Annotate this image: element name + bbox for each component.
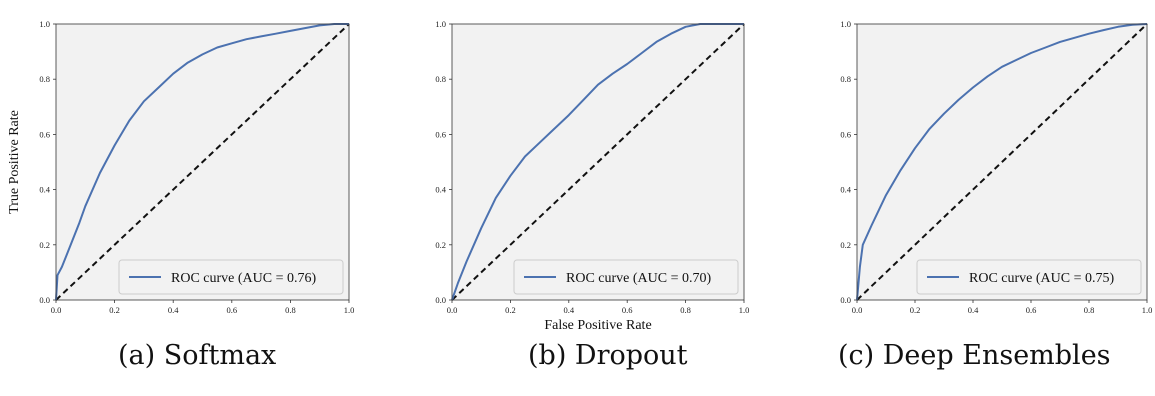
y-tick-label: 0.0 xyxy=(840,295,851,305)
y-axis-label: True Positive Rate xyxy=(7,110,22,214)
caption-dropout: (b) Dropout xyxy=(528,340,688,371)
legend-box xyxy=(916,259,1142,295)
y-tick-label: 0.2 xyxy=(435,240,446,250)
y-tick-label: 0.6 xyxy=(39,129,50,139)
y-tick-label: 0.4 xyxy=(39,185,50,195)
x-tick-label: 0.8 xyxy=(285,305,296,315)
x-tick-label: 0.0 xyxy=(447,305,458,315)
legend: ROC curve (AUC = 0.75) xyxy=(916,259,1142,295)
y-tick-label: 0.8 xyxy=(840,74,851,84)
y-tick-label: 0.8 xyxy=(39,74,50,84)
y-tick-label: 1.0 xyxy=(435,19,446,29)
x-tick-label: 1.0 xyxy=(344,305,355,315)
chance-diagonal-line xyxy=(55,23,350,301)
x-tick-label: 0.2 xyxy=(910,305,921,315)
x-tick-label: 0.4 xyxy=(563,305,574,315)
y-tick-label: 0.8 xyxy=(435,74,446,84)
caption-deep-ensembles: (c) Deep Ensembles xyxy=(838,340,1111,371)
x-tick-label: 1.0 xyxy=(739,305,750,315)
x-tick-label: 0.0 xyxy=(852,305,863,315)
y-tick-label: 0.4 xyxy=(435,185,446,195)
roc-curve-line xyxy=(856,23,1148,301)
y-tick-label: 0.4 xyxy=(840,185,851,195)
y-tick-label: 1.0 xyxy=(840,19,851,29)
plot-frame xyxy=(856,23,1148,301)
plot-frame xyxy=(451,23,745,301)
legend: ROC curve (AUC = 0.70) xyxy=(513,259,739,295)
x-axis-label: False Positive Rate xyxy=(544,318,651,333)
legend-box xyxy=(118,259,344,295)
roc-curve-line xyxy=(451,23,744,301)
plot-frame xyxy=(55,23,350,301)
roc-panel-1: 0.0 0.2 0.4 0.6 0.8 1.0 0.0 0.2 0.4 0.6 0.8 1.0 True… xyxy=(7,19,354,315)
y-tick-label: 0.0 xyxy=(39,295,50,305)
x-tick-label: 0.2 xyxy=(505,305,516,315)
x-tick-label: 0.8 xyxy=(1084,305,1095,315)
x-tick-label: 0.6 xyxy=(622,305,633,315)
x-tick-label: 0.2 xyxy=(109,305,120,315)
x-tick-label: 0.0 xyxy=(51,305,62,315)
legend: ROC curve (AUC = 0.76) xyxy=(118,259,344,295)
legend-label: ROC curve (AUC = 0.75) xyxy=(969,271,1114,286)
y-tick-label: 1.0 xyxy=(39,19,50,29)
legend-label: ROC curve (AUC = 0.70) xyxy=(566,271,711,286)
x-tick-label: 0.6 xyxy=(1026,305,1037,315)
y-tick-label: 0.2 xyxy=(39,240,50,250)
x-tick-label: 0.8 xyxy=(680,305,691,315)
legend-box xyxy=(513,259,739,295)
chance-diagonal-line xyxy=(451,23,745,301)
y-tick-label: 0.2 xyxy=(840,240,851,250)
chance-diagonal-line xyxy=(856,23,1148,301)
x-tick-label: 1.0 xyxy=(1142,305,1153,315)
y-tick-label: 0.6 xyxy=(435,129,446,139)
y-tick-label: 0.6 xyxy=(840,129,851,139)
caption-softmax: (a) Softmax xyxy=(118,340,277,371)
roc-panel-2: 0.0 0.2 0.4 0.6 0.8 1.0 0.0 0.2 0.4 0.6 0.8 1.0 Fals… xyxy=(435,19,749,333)
legend-label: ROC curve (AUC = 0.76) xyxy=(171,271,316,286)
roc-panel-3: 0.0 0.2 0.4 0.6 0.8 1.0 0.0 0.2 0.4 0.6 0.8 1.0 ROC … xyxy=(840,19,1152,315)
x-tick-label: 0.4 xyxy=(168,305,179,315)
y-tick-label: 0.0 xyxy=(435,295,446,305)
roc-curve-line xyxy=(55,23,349,301)
x-tick-label: 0.4 xyxy=(968,305,979,315)
x-tick-label: 0.6 xyxy=(226,305,237,315)
